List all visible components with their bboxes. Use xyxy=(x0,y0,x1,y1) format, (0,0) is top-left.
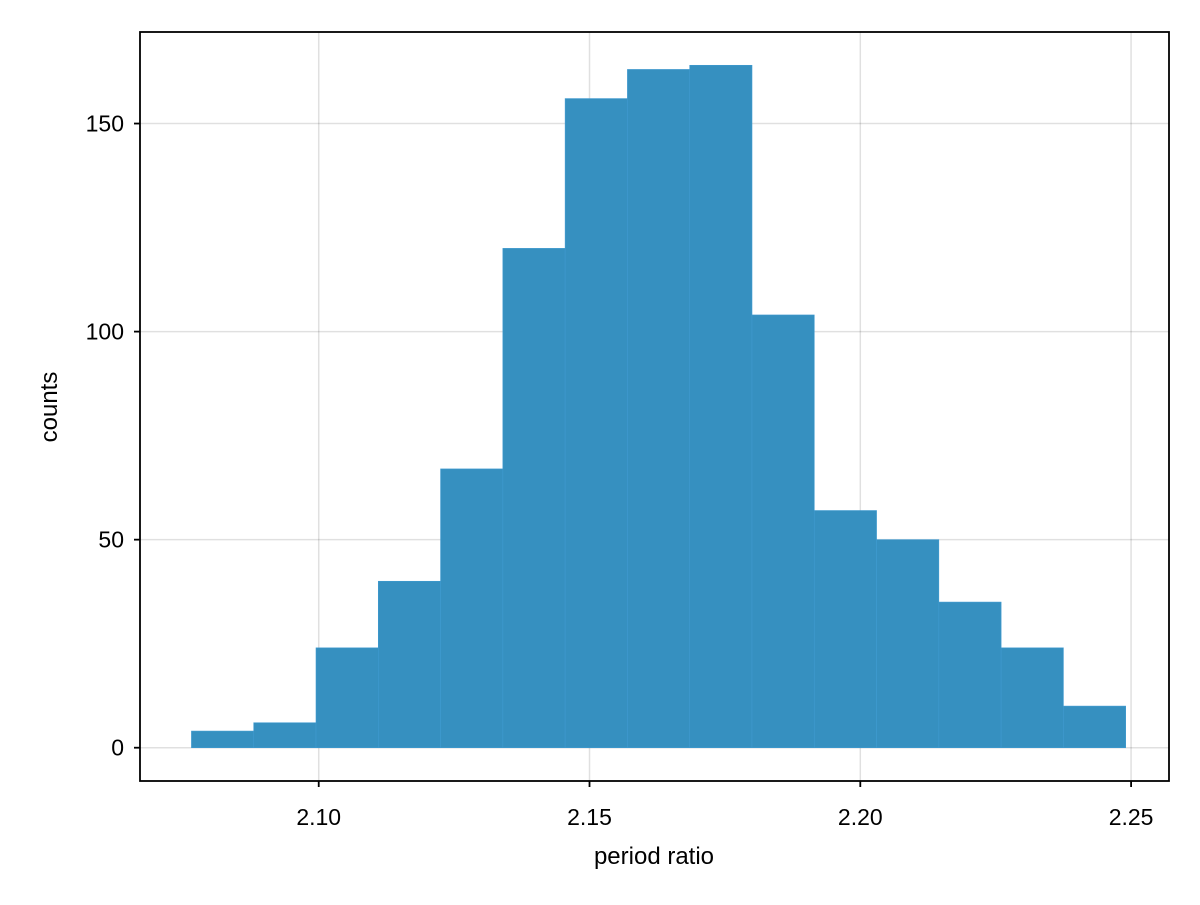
y-tick-label: 150 xyxy=(86,111,124,137)
histogram-bar xyxy=(1000,647,1064,749)
histogram-bar xyxy=(502,248,566,749)
histogram-bar xyxy=(751,314,815,749)
histogram-bar xyxy=(440,468,504,749)
histogram-bar xyxy=(191,730,255,749)
histogram-bar xyxy=(938,601,1002,749)
x-tick-label: 2.15 xyxy=(567,804,612,830)
x-axis-ticks: 2.10 2.15 2.20 2.25 xyxy=(296,781,1153,830)
y-axis-title: counts xyxy=(36,372,63,443)
histogram-bar xyxy=(627,69,691,749)
histogram-bar xyxy=(564,98,628,749)
histogram-bars xyxy=(191,64,1126,749)
histogram-bar xyxy=(1063,705,1126,749)
x-axis-title: period ratio xyxy=(594,843,714,870)
histogram-bar xyxy=(253,722,317,749)
histogram-bar xyxy=(876,539,940,749)
histogram-bar xyxy=(813,510,877,749)
histogram-bar xyxy=(689,64,753,749)
histogram-bar xyxy=(315,647,379,749)
y-tick-label: 0 xyxy=(111,735,124,761)
y-tick-label: 100 xyxy=(86,319,124,345)
y-axis-ticks: 0 50 100 150 xyxy=(86,111,140,761)
plot-frame xyxy=(139,31,1170,782)
x-tick-label: 2.20 xyxy=(838,804,883,830)
y-tick-label: 50 xyxy=(98,527,124,553)
x-tick-label: 2.10 xyxy=(296,804,341,830)
x-tick-label: 2.25 xyxy=(1109,804,1154,830)
histogram-bar xyxy=(377,580,441,749)
